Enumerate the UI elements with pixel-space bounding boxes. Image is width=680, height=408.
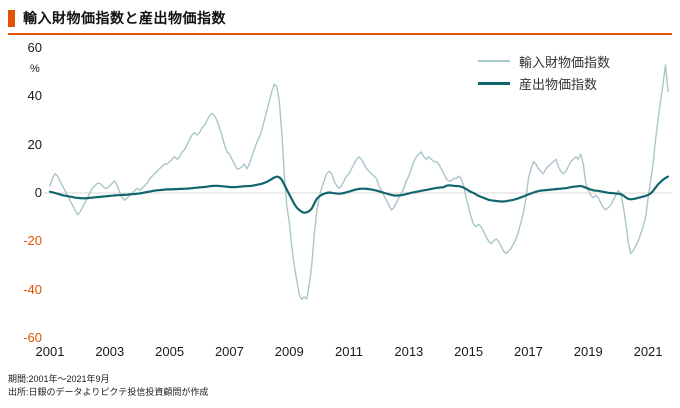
import-series-swatch — [478, 60, 510, 62]
legend-item-output: 産出物価指数 — [478, 72, 610, 94]
import-series-label: 輸入財物価指数 — [519, 54, 611, 70]
page-title: 輸入財物価指数と産出物価指数 — [23, 10, 226, 26]
y-tick-label: -20 — [23, 233, 42, 249]
x-tick-label: 2013 — [394, 344, 424, 359]
x-tick-label: 2001 — [35, 344, 65, 359]
x-tick-label: 2003 — [95, 344, 125, 359]
y-tick-label: 20 — [27, 136, 42, 152]
x-tick-label: 2007 — [214, 344, 244, 359]
chart-footer: 期間:2001年〜2021年9月 出所:日銀のデータよりピクテ投信投資顧問が作成 — [8, 373, 208, 399]
y-axis-unit-label: % — [30, 63, 40, 75]
x-tick-label: 2011 — [335, 344, 364, 359]
legend: 輸入財物価指数 産出物価指数 — [478, 50, 610, 94]
output-price-line — [48, 175, 670, 214]
footer-source: 出所:日銀のデータよりピクテ投信投資顧問が作成 — [8, 387, 209, 397]
x-tick-label: 2019 — [573, 344, 603, 359]
x-tick-label: 2015 — [454, 344, 484, 359]
legend-item-import: 輸入財物価指数 — [478, 50, 610, 72]
x-tick-label: 2017 — [513, 344, 543, 359]
x-tick-label: 2009 — [274, 344, 304, 359]
y-tick-label: 60 — [27, 40, 42, 55]
y-tick-label: 0 — [34, 185, 42, 200]
title-accent-bar — [8, 9, 15, 27]
chart-canvas — [44, 64, 672, 300]
x-tick-label: 2005 — [155, 344, 185, 359]
chart-area: % 輸入財物価指数 産出物価指数 60 40 20 0 -20 -40 -60 2001 200… — [0, 36, 680, 372]
y-tick-label: 40 — [27, 88, 42, 104]
y-tick-label: -40 — [23, 281, 42, 297]
footer-period: 期間:2001年〜2021年9月 — [8, 374, 110, 384]
output-series-swatch — [478, 81, 510, 85]
x-tick-label: 2021 — [633, 344, 663, 359]
y-tick-label: -60 — [23, 330, 42, 345]
output-series-label: 産出物価指数 — [519, 76, 598, 92]
chart-title-bar: 輸入財物価指数と産出物価指数 — [8, 8, 672, 35]
import-price-line — [49, 64, 669, 300]
